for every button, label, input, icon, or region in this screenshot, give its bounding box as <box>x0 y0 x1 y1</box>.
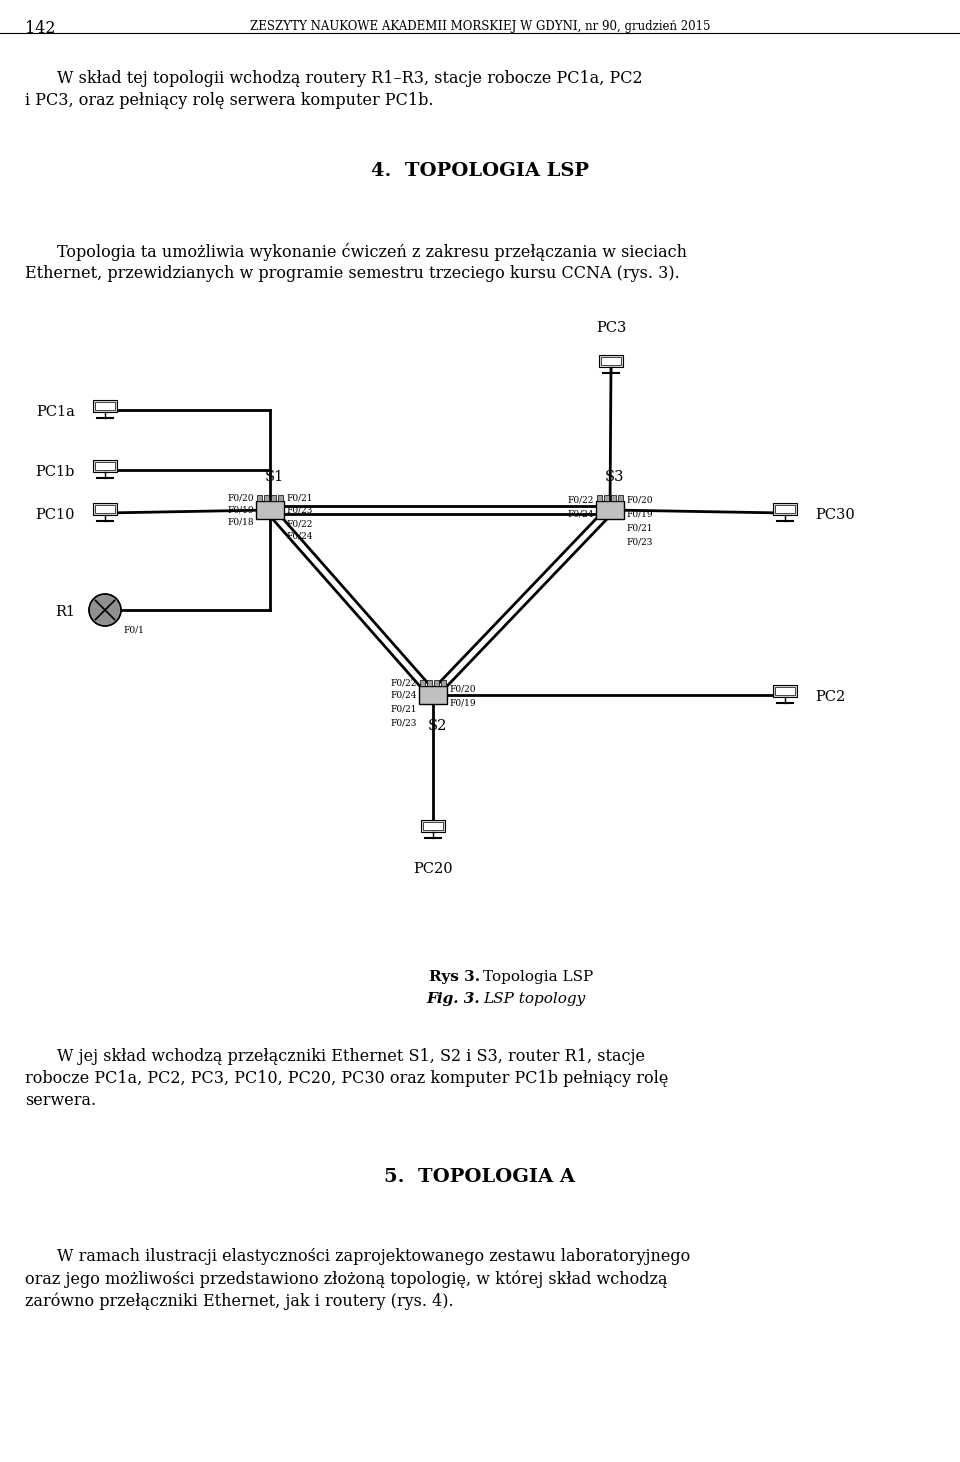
Text: S3: S3 <box>605 469 625 484</box>
Text: F0/21: F0/21 <box>286 494 313 503</box>
Text: R1: R1 <box>55 605 75 618</box>
Bar <box>775 687 795 696</box>
Bar <box>773 503 797 515</box>
Text: F0/21: F0/21 <box>391 705 417 713</box>
Text: i PC3, oraz pełniący rolę serwera komputer PC1b.: i PC3, oraz pełniący rolę serwera komput… <box>25 92 434 110</box>
Text: F0/20: F0/20 <box>228 494 254 503</box>
Text: PC10: PC10 <box>36 507 75 522</box>
Bar <box>271 494 276 501</box>
Bar <box>773 686 797 697</box>
Text: S2: S2 <box>428 719 447 732</box>
Circle shape <box>89 594 121 626</box>
Text: S1: S1 <box>265 469 284 484</box>
Bar <box>427 680 432 686</box>
Bar <box>597 494 602 501</box>
Text: F0/24: F0/24 <box>567 509 594 519</box>
Text: F0/24: F0/24 <box>391 690 417 699</box>
Text: PC3: PC3 <box>596 322 626 335</box>
Text: PC30: PC30 <box>815 507 854 522</box>
Text: oraz jego możliwości przedstawiono złożoną topologię, w której skład wchodzą: oraz jego możliwości przedstawiono złożo… <box>25 1270 667 1288</box>
Text: robocze PC1a, PC2, PC3, PC10, PC20, PC30 oraz komputer PC1b pełniący rolę: robocze PC1a, PC2, PC3, PC10, PC20, PC30… <box>25 1070 668 1088</box>
Text: F0/20: F0/20 <box>449 684 475 693</box>
Text: F0/18: F0/18 <box>228 518 254 526</box>
Text: 4.  TOPOLOGIA LSP: 4. TOPOLOGIA LSP <box>371 162 589 180</box>
Text: F0/23: F0/23 <box>286 506 312 515</box>
Bar <box>604 494 609 501</box>
Text: Rys 3.: Rys 3. <box>429 969 480 984</box>
Text: LSP topology: LSP topology <box>483 993 586 1006</box>
Text: PC20: PC20 <box>413 863 453 876</box>
Text: zarówno przełączniki Ethernet, jak i routery (rys. 4).: zarówno przełączniki Ethernet, jak i rou… <box>25 1292 454 1310</box>
Text: F0/22: F0/22 <box>567 496 594 504</box>
Text: F0/21: F0/21 <box>626 523 653 532</box>
Text: F0/22: F0/22 <box>391 678 417 687</box>
Text: W ramach ilustracji elastyczności zaprojektowanego zestawu laboratoryjnego: W ramach ilustracji elastyczności zaproj… <box>57 1249 690 1265</box>
Bar <box>93 401 117 412</box>
Text: PC1b: PC1b <box>36 465 75 480</box>
Text: 5.  TOPOLOGIA A: 5. TOPOLOGIA A <box>385 1168 575 1186</box>
Bar <box>423 822 443 830</box>
Text: PC2: PC2 <box>815 690 845 705</box>
Bar <box>601 357 621 366</box>
Bar <box>278 494 283 501</box>
Bar <box>93 503 117 515</box>
Text: F0/24: F0/24 <box>286 532 313 541</box>
Text: PC1a: PC1a <box>36 405 75 420</box>
Text: F0/23: F0/23 <box>391 718 417 728</box>
Text: Topologia ta umożliwia wykonanie ćwiczeń z zakresu przełączania w sieciach: Topologia ta umożliwia wykonanie ćwiczeń… <box>57 243 687 262</box>
Bar <box>257 494 262 501</box>
Text: Ethernet, przewidzianych w programie semestru trzeciego kursu CCNA (rys. 3).: Ethernet, przewidzianych w programie sem… <box>25 265 680 282</box>
Bar <box>264 494 269 501</box>
Bar <box>596 501 624 519</box>
Text: ZESZYTY NAUKOWE AKADEMII MORSKIEJ W GDYNI, nr 90, grudzień 2015: ZESZYTY NAUKOWE AKADEMII MORSKIEJ W GDYN… <box>250 20 710 34</box>
Bar <box>95 402 115 411</box>
Bar <box>421 820 445 832</box>
Text: Topologia LSP: Topologia LSP <box>483 969 593 984</box>
Bar <box>95 462 115 471</box>
Bar <box>95 504 115 513</box>
Bar <box>441 680 446 686</box>
Bar <box>420 680 425 686</box>
Text: F0/20: F0/20 <box>626 496 653 504</box>
Text: F0/23: F0/23 <box>626 538 653 547</box>
Text: F0/1: F0/1 <box>123 626 144 635</box>
Bar <box>419 686 447 705</box>
Bar <box>775 504 795 513</box>
Text: W jej skład wchodzą przełączniki Ethernet S1, S2 i S3, router R1, stacje: W jej skład wchodzą przełączniki Etherne… <box>57 1048 645 1064</box>
Text: 142: 142 <box>25 20 56 37</box>
Bar <box>599 355 623 367</box>
Text: F0/19: F0/19 <box>626 509 653 519</box>
Text: serwera.: serwera. <box>25 1092 96 1110</box>
Text: W skład tej topologii wchodzą routery R1–R3, stacje robocze PC1a, PC2: W skład tej topologii wchodzą routery R1… <box>57 70 642 88</box>
Bar <box>434 680 439 686</box>
Bar <box>256 501 284 519</box>
Bar <box>618 494 623 501</box>
Text: F0/22: F0/22 <box>286 519 312 528</box>
Text: Fig. 3.: Fig. 3. <box>426 993 480 1006</box>
Text: F0/19: F0/19 <box>449 699 475 708</box>
Bar <box>611 494 616 501</box>
Bar <box>93 461 117 472</box>
Text: F0/19: F0/19 <box>228 506 254 515</box>
